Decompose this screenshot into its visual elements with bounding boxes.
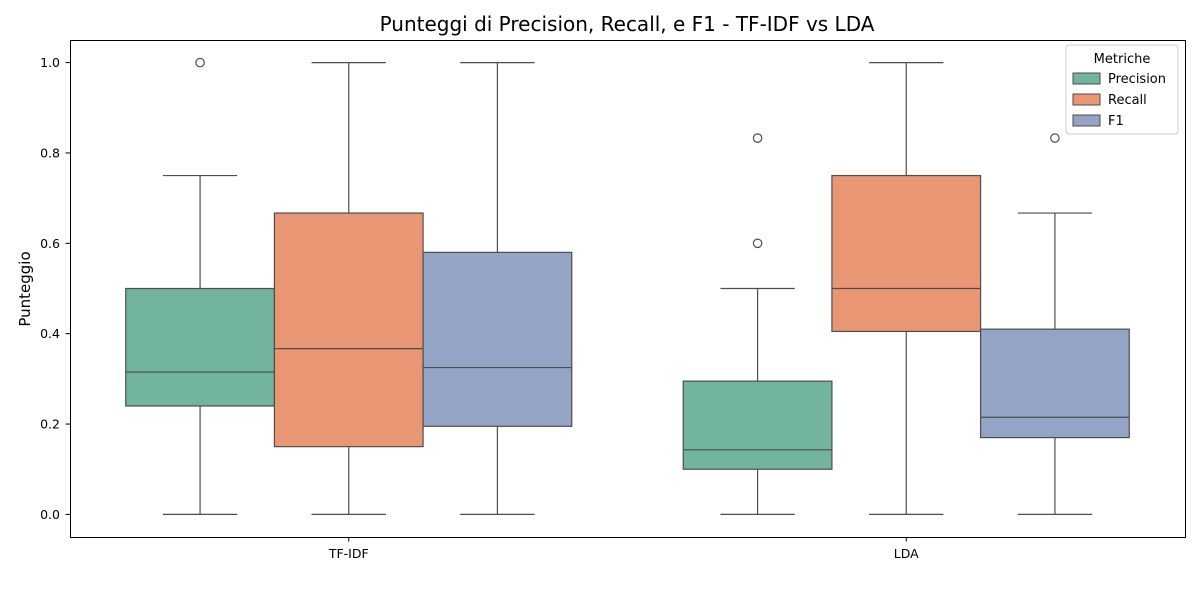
outlier-lda-f1-0 (1050, 133, 1060, 143)
y-tick-label-4: 0.8 (40, 145, 60, 160)
outlier-tf-idf-precision-0 (195, 57, 205, 68)
legend-label-f1: F1 (1108, 114, 1124, 129)
iqr-box-tf-idf-precision (125, 287, 276, 407)
y-tick-label-3: 0.6 (40, 236, 60, 251)
legend-label-recall: Recall (1108, 93, 1147, 108)
iqr-box-lda-recall (831, 174, 982, 333)
y-axis: 0.0 0.2 0.4 0.6 0.8 1.0 (40, 55, 70, 522)
iqr-box-tf-idf-f1 (422, 251, 573, 427)
iqr-box-lda-precision (682, 380, 833, 470)
legend-swatch-f1 (1072, 114, 1101, 127)
legend: Metriche Precision Recall F1 (1065, 44, 1179, 135)
y-tick-label-1: 0.2 (40, 417, 60, 432)
box-lda-recall (831, 61, 982, 516)
legend-frame (1065, 44, 1179, 135)
iqr-box-tf-idf-recall (273, 212, 424, 448)
y-axis-label: Punteggio (16, 251, 34, 326)
box-lda-precision (682, 133, 833, 516)
y-tick-label-2: 0.4 (40, 326, 60, 341)
iqr-box-lda-f1 (979, 328, 1130, 439)
box-tf-idf-f1 (422, 61, 573, 516)
plot-frame (70, 40, 1186, 538)
outlier-lda-precision-1 (752, 133, 763, 143)
x-tick-label-1: LDA (894, 546, 919, 561)
box-tf-idf-recall (273, 61, 424, 516)
chart-title: Punteggi di Precision, Recall, e F1 - TF… (380, 12, 875, 36)
outlier-lda-precision-0 (752, 238, 763, 249)
box-lda-f1 (979, 133, 1130, 516)
boxes-layer (125, 57, 1130, 516)
x-tick-label-0: TF-IDF (328, 546, 369, 561)
box-tf-idf-precision (125, 57, 276, 516)
y-tick-label-5: 1.0 (40, 55, 60, 70)
legend-swatch-precision (1072, 72, 1101, 85)
legend-swatch-recall (1072, 93, 1101, 106)
legend-label-precision: Precision (1108, 72, 1166, 87)
legend-title: Metriche (1094, 52, 1151, 67)
y-tick-label-0: 0.0 (40, 507, 60, 522)
x-axis: TF-IDF LDA (328, 537, 919, 561)
